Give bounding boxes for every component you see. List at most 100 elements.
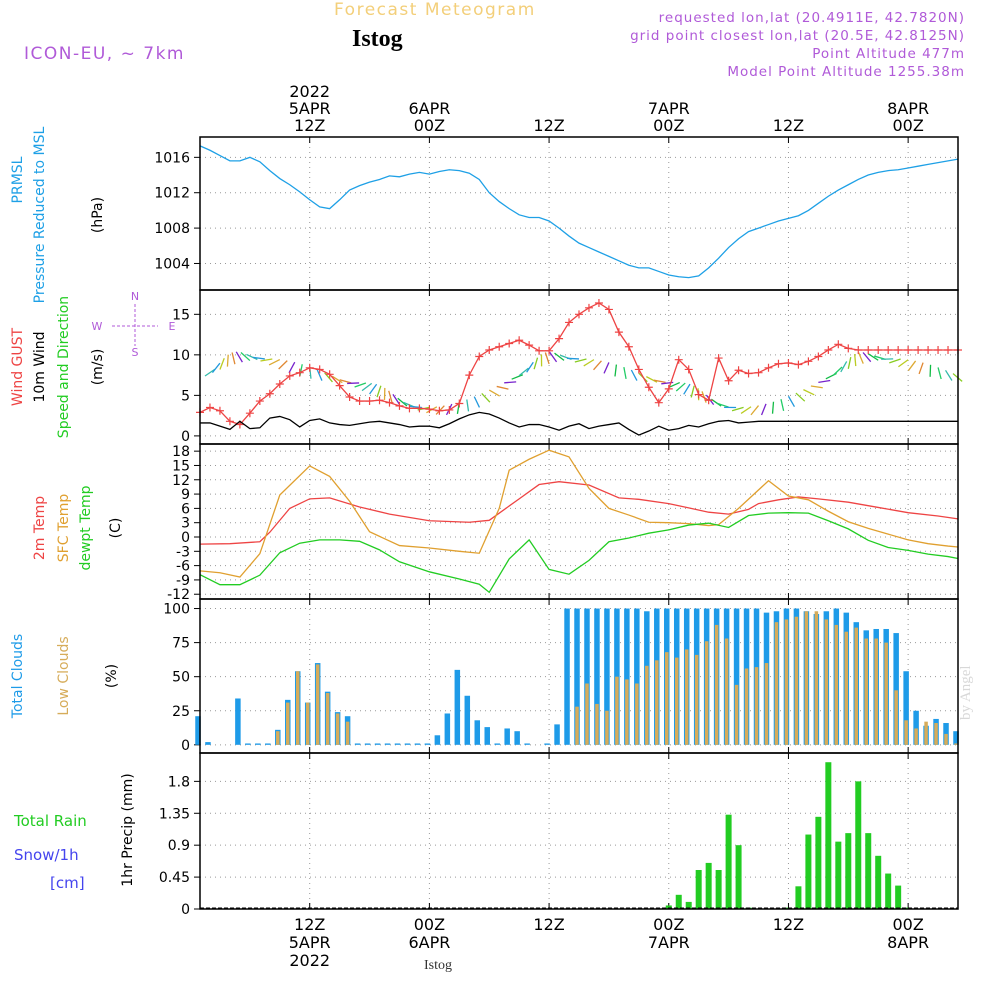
low-cloud-bar [674,657,679,745]
low-cloud-bar [305,702,310,745]
gust-marker [495,342,504,351]
gust-marker [555,334,564,343]
y-tick-label: 25 [172,704,190,720]
wind-arrow [533,357,539,370]
wind-arrow [716,402,729,408]
rain-bar [845,833,852,909]
wind-label-10m: 10m Wind [32,331,48,402]
rain-bar [795,886,802,909]
wind-arrow [918,362,924,375]
wind-arrow [339,379,352,384]
gust-marker [774,359,783,368]
watermark: by Angel [958,665,974,720]
top-time-label: 5APR [289,99,331,118]
low-cloud-bar [794,616,799,745]
wind-arrow [710,398,722,407]
wind-arrow [397,397,408,407]
y-tick-label: 1.8 [168,774,190,790]
total-cloud-bar [733,608,740,745]
wind-arrow [646,376,658,383]
gust-marker [415,404,424,413]
gust-marker [355,397,364,406]
total-cloud-bar [444,713,451,745]
wind-arrow [518,367,529,377]
wind-arrow [488,389,500,397]
gust-marker [654,398,663,407]
total-cloud-bar [893,633,899,745]
gust-marker [914,345,923,354]
precip-label-snow: Snow/1h [14,846,79,864]
total-cloud-bar [245,743,251,745]
gust-marker [505,339,514,348]
wind-arrow [240,352,251,362]
total-cloud-bar [434,735,441,745]
low-cloud-bar [325,693,330,745]
wind-arrow [316,369,323,381]
wind-arrow [740,406,752,414]
gust-marker [584,303,593,312]
wind-arrow [593,360,602,371]
gust-marker [515,336,524,345]
y-tick-label: 0 [181,738,190,754]
total-cloud-bar [574,608,580,745]
gust-marker [864,345,873,354]
wind-arrow [252,356,265,360]
gust-marker [565,318,574,327]
gust-marker [225,417,234,426]
wind-arrow [231,352,236,365]
wind-arrow [235,351,243,363]
low-cloud-bar [784,619,789,745]
gust-marker [525,341,534,350]
cloud-ylabel: (%) [104,664,120,688]
y-tick-label: 3 [181,516,190,532]
wind-arrow [544,352,550,365]
total-cloud-bar [454,669,461,745]
low-cloud-bar [924,721,928,745]
top-time-label: 2022 [289,82,330,101]
gust-line [199,302,958,426]
gust-marker [295,368,304,377]
gust-marker [335,381,344,390]
low-cloud-bar [864,638,868,745]
y-tick-label: 0 [181,902,190,918]
gust-marker [435,406,444,415]
gust-marker [664,384,673,393]
compass-n: N [131,290,139,303]
low-cloud-bar [834,624,839,745]
rain-bar [725,814,732,909]
wind-arrow [787,395,796,407]
low-cloud-bar [824,619,829,745]
gust-marker [485,345,494,354]
low-cloud-bar [764,663,769,745]
low-cloud-bar [854,627,859,745]
pressure-line [199,145,959,279]
low-cloud-bar [954,743,958,745]
temp-label-dewpt: dewpt Temp [78,485,94,570]
temp-label-sfc: SFC Temp [56,494,72,563]
wind-arrow [331,375,343,384]
gust-marker [445,405,454,414]
bottom-time-label: 12Z [294,915,325,934]
total-cloud-bar [205,742,211,745]
gust-marker [784,358,793,367]
gust-marker [275,380,284,389]
wind-arrow [937,367,942,380]
y-tick-label: 9 [181,487,190,503]
panel-frame [199,136,959,291]
low-cloud-bar [814,611,819,745]
wind-arrow [211,362,221,374]
wind-arrow [630,369,638,381]
wind-arrow [246,353,258,361]
gust-marker [375,396,384,405]
wind-arrow [683,383,691,395]
chart-title: Forecast Meteogram [334,0,536,20]
wind-arrow [354,382,367,388]
gust-marker [624,342,633,351]
y-tick-label: 0 [181,429,190,445]
wind-arrow [780,399,785,412]
total-cloud-bar [255,743,261,745]
gust-marker [465,371,474,380]
low-cloud-bar [335,713,340,745]
location-title: Istog [352,26,403,52]
low-cloud-bar [904,720,908,745]
